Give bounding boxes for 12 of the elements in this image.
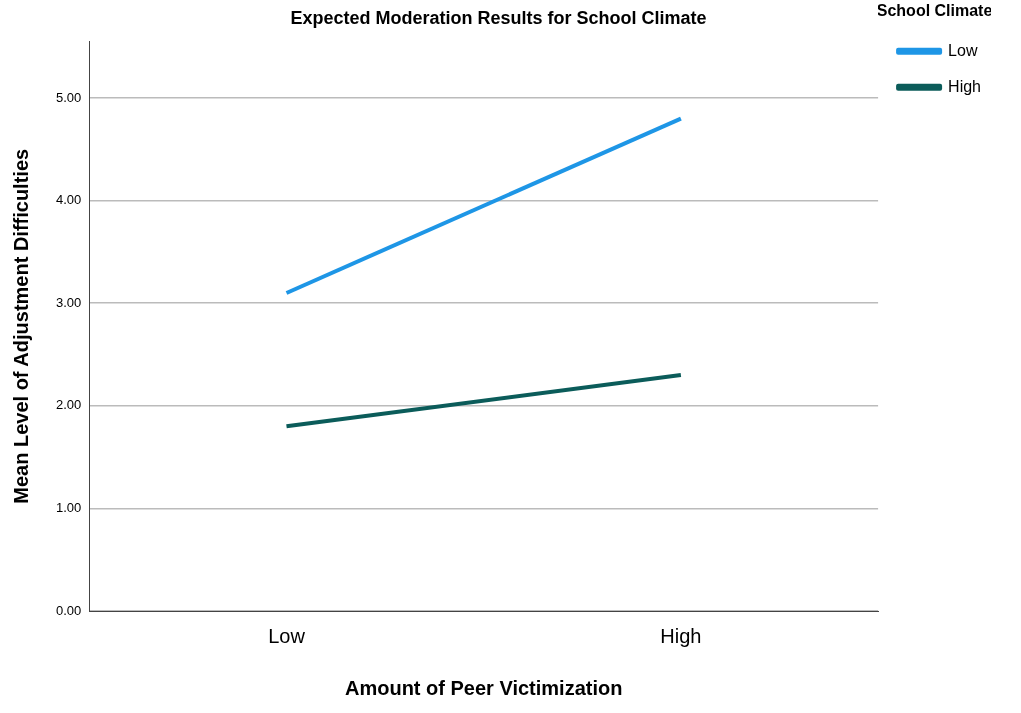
- y-tick-label: 3.00: [55, 294, 82, 310]
- y-tick-label: 1.00: [55, 499, 82, 515]
- chart-title: Expected Moderation Results for School Climate: [290, 7, 707, 28]
- y-tick-label: 5.00: [55, 89, 82, 105]
- legend-label: Low: [948, 41, 978, 59]
- y-tick-label: 0.00: [55, 602, 82, 618]
- y-tick-label: 4.00: [55, 192, 82, 208]
- legend-title: School Climate: [876, 2, 993, 20]
- x-axis-title: Amount of Peer Victimization: [344, 676, 623, 699]
- y-tick-label: 2.00: [55, 397, 82, 413]
- legend-label: High: [948, 77, 981, 95]
- y-axis-title: Mean Level of Adjustment Difficulties: [9, 148, 32, 504]
